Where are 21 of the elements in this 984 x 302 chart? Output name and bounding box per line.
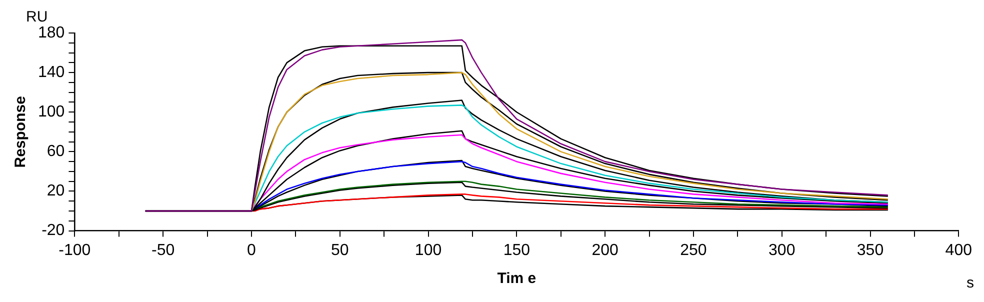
y-tick-label: -20 [42, 222, 65, 240]
y-tick-label: 20 [46, 182, 65, 200]
x-tick-label: 200 [592, 242, 619, 259]
y-tick-label: 60 [46, 143, 65, 160]
x-tick-label: 400 [945, 242, 972, 259]
y-tick-label: 180 [38, 24, 65, 42]
x-tick-label: -50 [152, 242, 175, 259]
x-tick-label: 250 [680, 242, 707, 259]
y-tick-label: 140 [38, 64, 65, 81]
text: RU [26, 8, 48, 26]
x-tick-label: 300 [768, 242, 796, 259]
x-tick-label: 50 [330, 242, 349, 259]
x-tick-label: 350 [856, 242, 884, 259]
x-tick-label: -100 [58, 242, 91, 259]
x-tick-label: 150 [503, 242, 530, 259]
x-tick-label: 0 [247, 242, 256, 259]
y-axis-title: Response [12, 96, 30, 168]
x-tick-label: 100 [414, 242, 442, 259]
y-tick-label: 100 [38, 104, 65, 121]
text: s [966, 274, 974, 292]
x-axis-title: Tim e [497, 270, 536, 288]
